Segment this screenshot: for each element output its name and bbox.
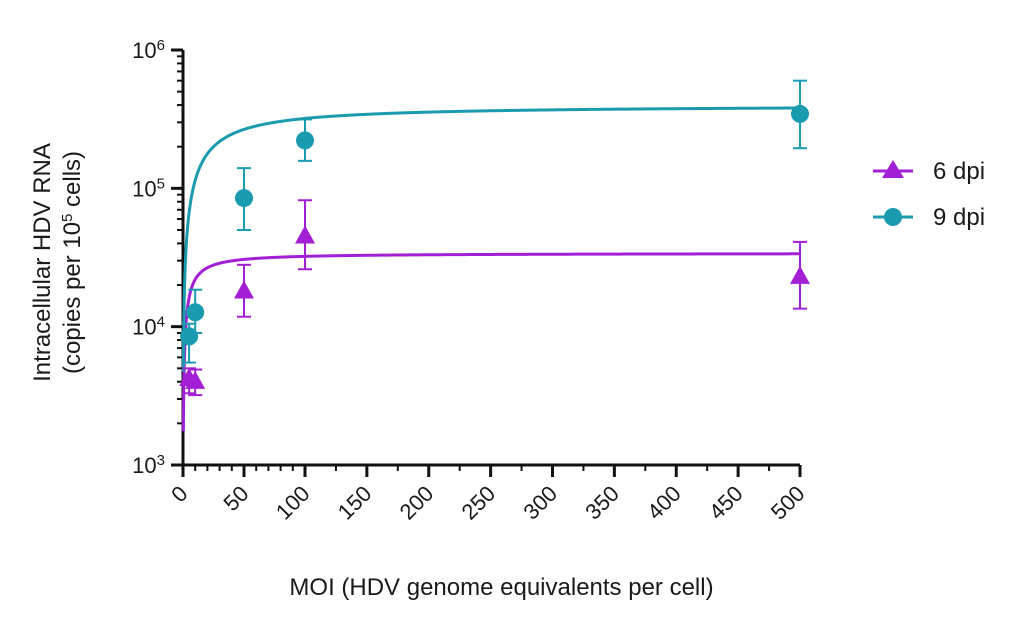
x-axis-title: MOI (HDV genome equivalents per cell) [289, 574, 713, 601]
x-tick-label: 100 [271, 481, 315, 525]
error-bars [182, 79, 807, 397]
y-axis-title-sup: 5 [59, 214, 76, 222]
legend-6dpi-label: 6 dpi [933, 158, 985, 185]
x-ticks: 0 50 100 150 200 250 300 350 400 450 500 [166, 465, 810, 525]
y-tick-base: 10 [132, 453, 156, 478]
point-9-dpi [180, 327, 199, 346]
legend-9dpi-circle-marker [884, 208, 902, 226]
point-6-dpi [234, 280, 254, 299]
point-6-dpi [295, 225, 315, 244]
y-axis-title-prefix: (copies per 10 [59, 222, 86, 374]
legend-6dpi-triangle-marker [882, 160, 904, 178]
point-9-dpi [186, 303, 205, 322]
y-axis-title-line1: Intracellular HDV RNA [29, 143, 56, 382]
point-6-dpi [185, 370, 206, 389]
x-tick-label: 150 [333, 481, 377, 525]
y-tick-exponent: 3 [157, 452, 165, 469]
y-tick-label: 105 [132, 175, 165, 202]
x-tick-label: 450 [704, 481, 748, 525]
point-9-dpi [296, 131, 314, 150]
x-tick-label: 200 [395, 481, 439, 525]
point-9-dpi [791, 104, 809, 123]
x-tick-label: 350 [580, 481, 624, 525]
data-points [179, 104, 810, 389]
x-tick-label: 250 [457, 481, 501, 525]
fit-curves [181, 106, 801, 432]
y-tick-label: 103 [132, 452, 165, 479]
fit-curve-6-dpi [181, 252, 801, 432]
x-tick-label: 0 [166, 481, 192, 507]
x-tick-label: 50 [219, 481, 254, 516]
x-tick-label: 500 [766, 481, 810, 525]
legend: 6 dpi 9 dpi [873, 158, 985, 231]
legend-9dpi-label: 9 dpi [933, 204, 985, 231]
legend-item-6dpi: 6 dpi [873, 158, 985, 185]
y-tick-base: 10 [132, 176, 156, 201]
y-tick-label: 106 [132, 37, 165, 64]
y-axis-title-line2: (copies per 105 cells) [59, 151, 87, 374]
y-tick-exponent: 6 [157, 37, 165, 54]
x-tick-label: 300 [518, 481, 562, 525]
x-tick-label: 400 [642, 481, 686, 525]
legend-item-9dpi: 9 dpi [873, 204, 985, 231]
y-tick-label: 104 [132, 313, 165, 340]
y-tick-exponent: 4 [157, 313, 165, 330]
fit-curve-9-dpi [181, 106, 801, 372]
y-tick-base: 10 [132, 38, 156, 63]
point-9-dpi [235, 189, 253, 208]
y-tick-base: 10 [132, 315, 156, 340]
point-6-dpi [790, 265, 810, 284]
y-tick-exponent: 5 [157, 175, 165, 192]
y-axis-title-suffix: cells) [59, 151, 86, 214]
